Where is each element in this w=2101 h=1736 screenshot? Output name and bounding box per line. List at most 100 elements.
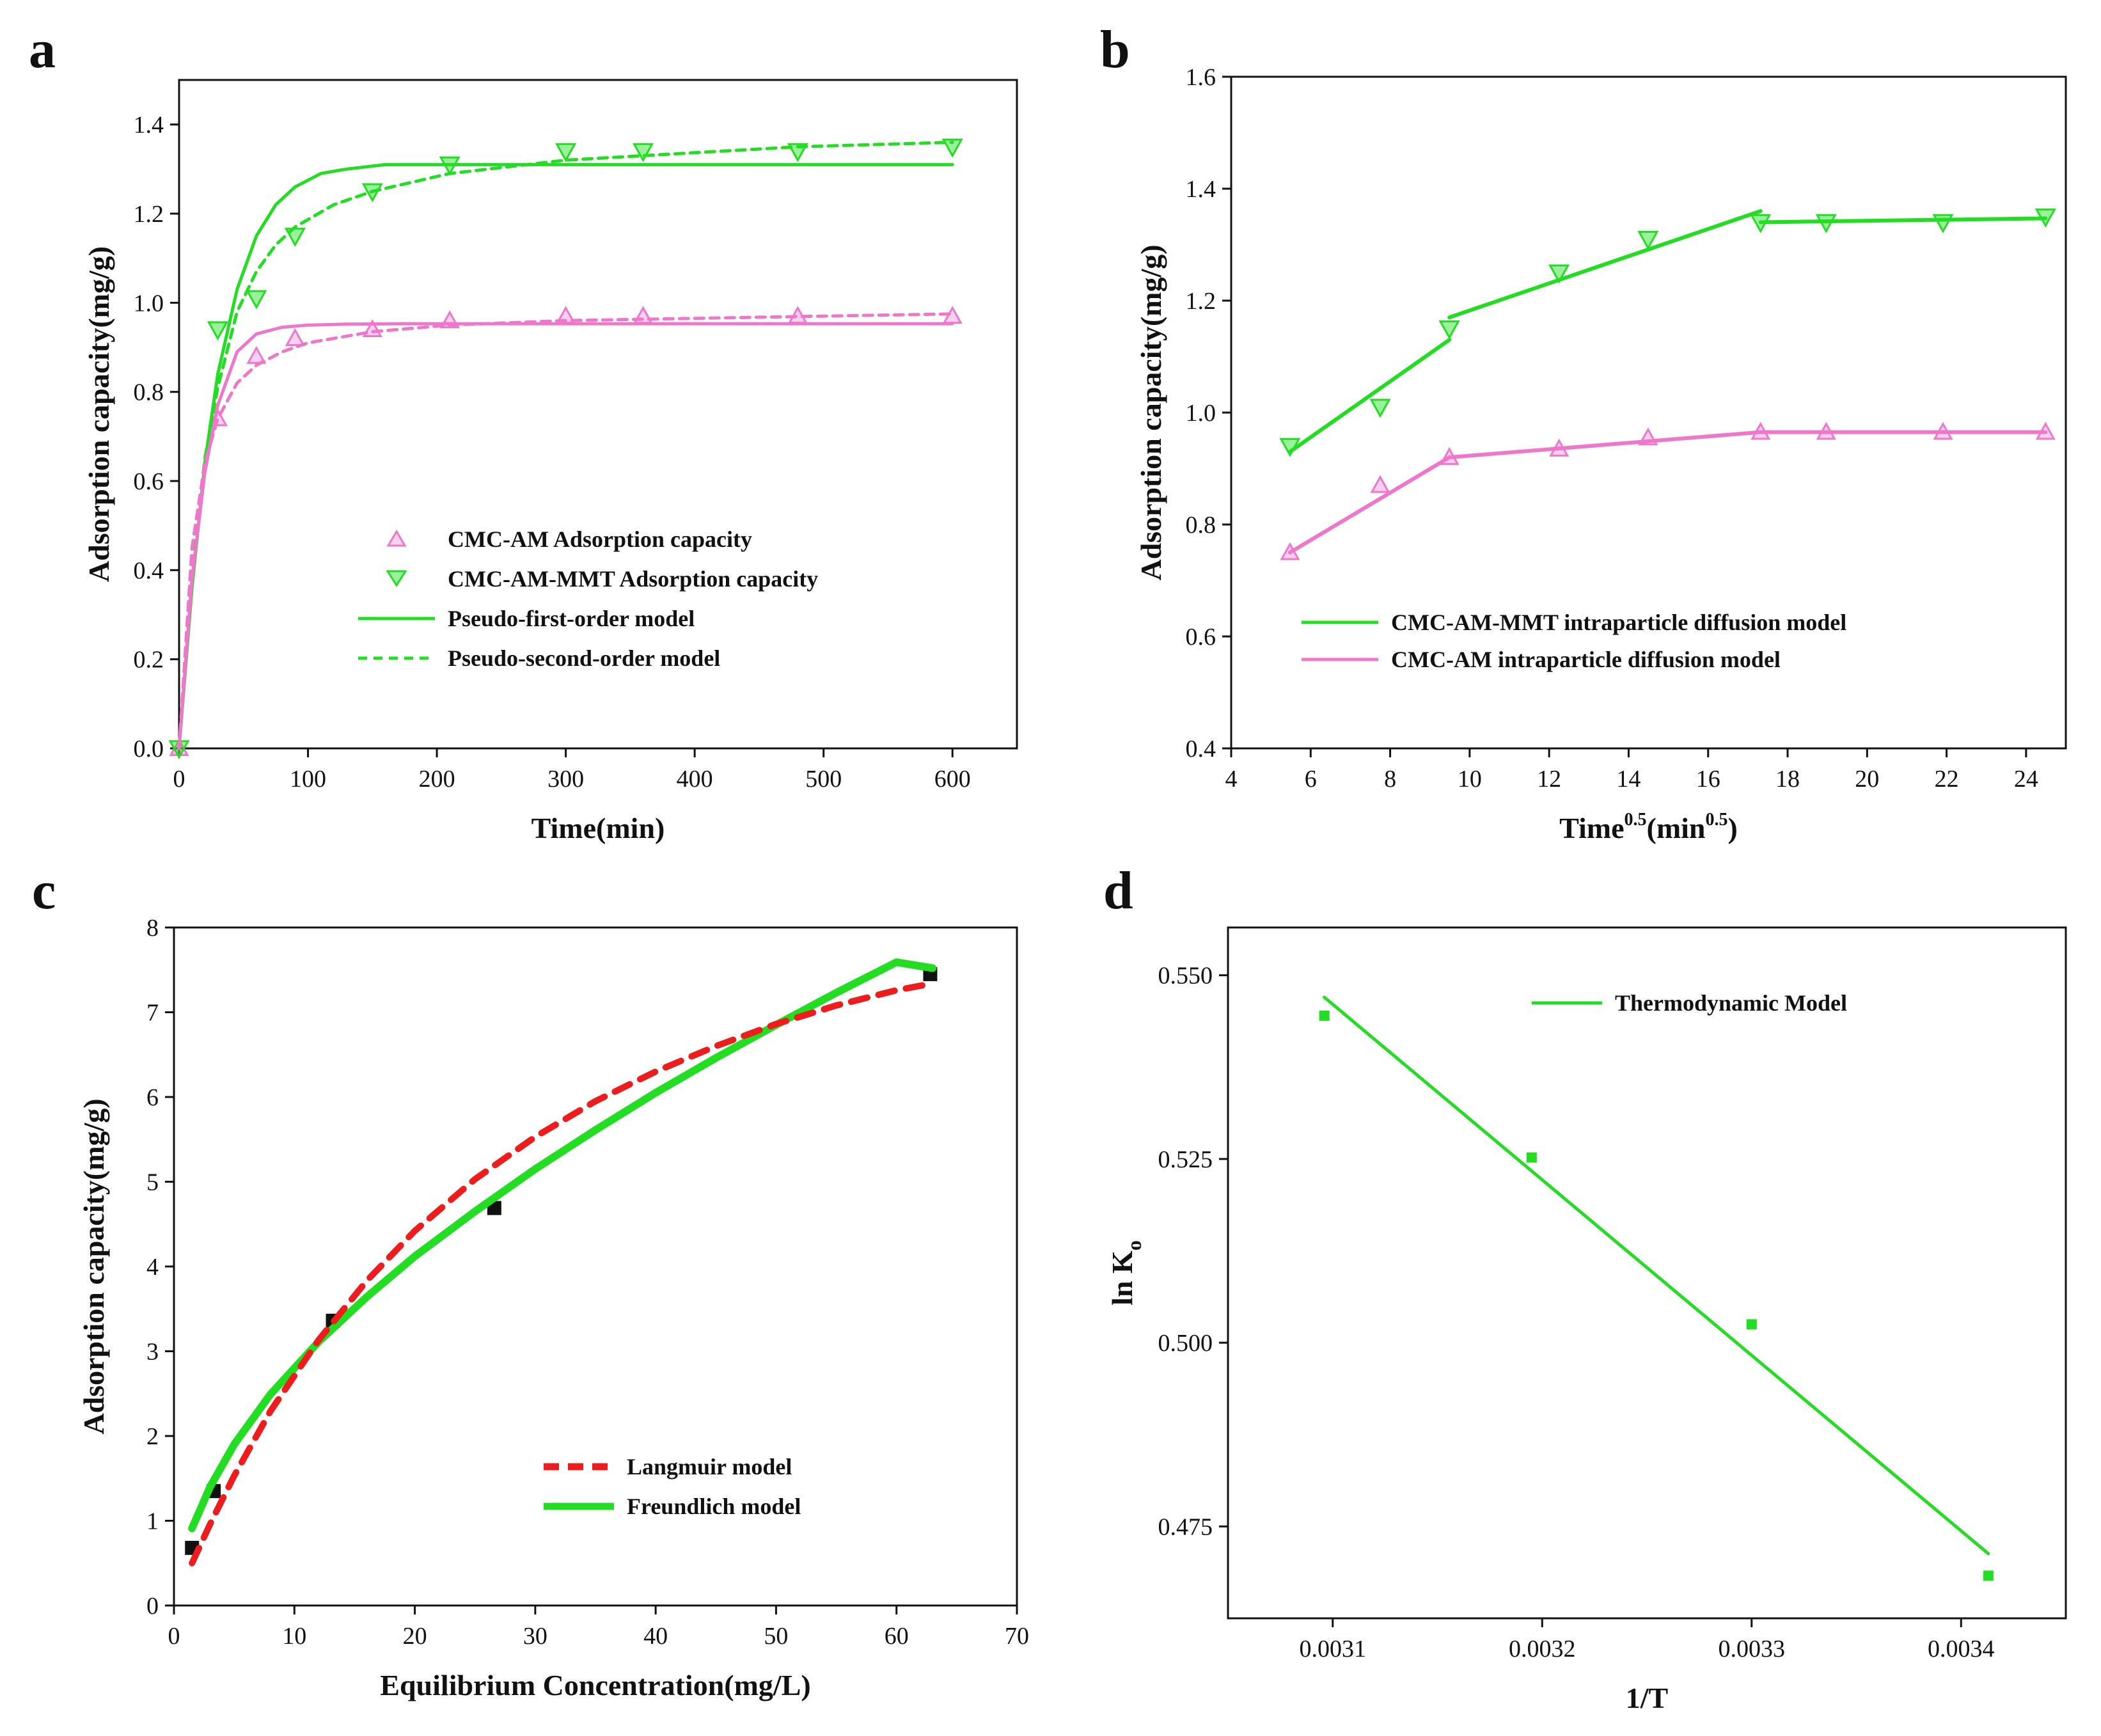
- y-tick-label: 1.4: [1186, 176, 1216, 203]
- plot-frame: [178, 79, 1018, 750]
- legend: CMC-AM-MMT intraparticle diffusion model…: [1302, 610, 1846, 672]
- x-tick-label: 24: [2014, 766, 2038, 793]
- series-1: [1323, 995, 1990, 1556]
- y-tick-label: 0.4: [134, 557, 164, 584]
- legend-label: CMC-AM intraparticle diffusion model: [1391, 647, 1781, 672]
- y-tick-label: 1.0: [134, 290, 164, 317]
- y-tick-label: 1: [146, 1508, 159, 1535]
- x-tick-label: 12: [1537, 766, 1561, 793]
- legend: Thermodynamic Model: [1532, 990, 1847, 1016]
- panel-d: d 0.0031 0.0032 0.0033 0.0034 0.475 0.500 0.525…: [1103, 861, 2067, 1714]
- data-point: [1637, 231, 1659, 250]
- x-tick-label: 16: [1696, 766, 1720, 793]
- panel-b: b 4 6 8 10 12 14 16 18 20 22 24 0.4 0.6 0.8 1.0 1.2 1.4 1.…: [1100, 20, 2067, 844]
- panel-letter: b: [1100, 20, 1130, 79]
- y-tick-label: 0.6: [1186, 624, 1216, 651]
- y-tick-label: 0.550: [1158, 963, 1213, 990]
- x-axis-label-part: 0.5: [1706, 810, 1728, 830]
- x-tick-label: 0.0031: [1300, 1636, 1367, 1662]
- data-point: [1983, 1570, 1994, 1581]
- x-tick-label: 0.0034: [1928, 1636, 1995, 1662]
- panel-letter: c: [32, 861, 56, 920]
- x-tick-label: 0: [173, 766, 185, 793]
- series-3: [177, 141, 954, 750]
- series-0: [1319, 1010, 1994, 1581]
- y-axis-label-main: ln K: [1106, 1251, 1138, 1306]
- y-tick-label: 2: [146, 1423, 159, 1450]
- panel-a: a 0 100 200 300 400 500 600 0.0 0.2 0.4 0.6 0.8 1.0 1.…: [29, 20, 1018, 844]
- legend-label: CMC-AM-MMT intraparticle diffusion model: [1391, 610, 1846, 635]
- y-tick-label: 0.4: [1186, 736, 1216, 762]
- x-tick-label: 6: [1305, 766, 1317, 793]
- data-point: [941, 138, 963, 158]
- x-axis-label-part: (min: [1647, 812, 1706, 844]
- x-axis-label: 1/T: [1626, 1682, 1668, 1714]
- x-axis-label-part: 0.5: [1625, 810, 1647, 830]
- series-line: [1323, 995, 1990, 1556]
- data-point: [1548, 264, 1570, 284]
- fit-segment: [1287, 455, 1452, 555]
- fit-segment: [1758, 216, 2048, 225]
- fit-segment: [1287, 338, 1452, 454]
- fit-segment: [1447, 430, 1763, 459]
- series-line: [177, 141, 954, 750]
- y-axis-label: Adsorption capacity(mg/g): [83, 246, 115, 582]
- x-tick-label: 70: [1005, 1623, 1029, 1650]
- x-tick-label: 0: [168, 1623, 180, 1650]
- x-axis-label-part: Time: [1559, 812, 1624, 844]
- legend-label: Langmuir model: [627, 1454, 792, 1480]
- y-tick-label: 5: [146, 1169, 159, 1196]
- data-point: [285, 327, 305, 346]
- y-tick-label: 8: [146, 915, 159, 942]
- x-tick-label: 400: [677, 766, 713, 793]
- y-tick-label: 1.4: [134, 112, 164, 139]
- legend-label: Pseudo-first-order model: [448, 606, 695, 631]
- y-tick-label: 7: [146, 1000, 159, 1027]
- x-tick-label: 600: [934, 766, 971, 793]
- data-point: [246, 345, 267, 364]
- x-tick-label: 20: [403, 1623, 427, 1650]
- x-axis-label-part: ): [1728, 812, 1738, 844]
- y-tick-label: 0.6: [134, 468, 164, 495]
- x-tick-label: 300: [547, 766, 584, 793]
- panel-letter: d: [1103, 861, 1133, 920]
- x-tick-label: 10: [1458, 766, 1482, 793]
- data-point: [1746, 1319, 1757, 1330]
- x-tick-label: 10: [282, 1623, 306, 1650]
- x-tick-label: 30: [523, 1623, 547, 1650]
- x-tick-label: 0.0032: [1509, 1636, 1576, 1662]
- y-tick-label: 3: [146, 1339, 159, 1366]
- x-tick-label: 14: [1616, 766, 1641, 793]
- y-tick-label: 0.525: [1158, 1146, 1213, 1173]
- data-point: [555, 143, 577, 162]
- x-axis-label: Time(min): [531, 812, 665, 844]
- y-axis-label-sub: o: [1122, 1240, 1145, 1251]
- x-tick-label: 50: [764, 1623, 788, 1650]
- legend-label: CMC-AM Adsorption capacity: [448, 526, 752, 552]
- data-point: [246, 290, 267, 310]
- y-tick-label: 1.2: [1186, 288, 1216, 315]
- legend: CMC-AM Adsorption capacity CMC-AM-MMT Ads…: [358, 526, 818, 671]
- y-tick-label: 0.500: [1158, 1330, 1213, 1357]
- legend: Langmuir model Freundlich model: [544, 1454, 801, 1519]
- series-3: [1287, 430, 2048, 555]
- series-line: [189, 980, 936, 1566]
- legend-label: Thermodynamic Model: [1615, 990, 1847, 1016]
- fit-segment: [1447, 209, 1763, 320]
- x-tick-label: 0.0033: [1719, 1636, 1786, 1662]
- legend-marker: [386, 530, 407, 547]
- y-tick-label: 0.0: [134, 736, 164, 762]
- y-tick-label: 0.8: [1186, 512, 1216, 539]
- series-2: [189, 980, 936, 1566]
- panel-c: c 0 10 20 30 40 50 60 70 0 1 2 3 4 5 6 7 8 Equilibrium Con…: [32, 861, 1029, 1701]
- data-point: [1526, 1152, 1537, 1163]
- panel-letter: a: [29, 20, 56, 79]
- y-tick-label: 0.2: [134, 647, 164, 674]
- x-tick-label: 22: [1935, 766, 1959, 793]
- x-tick-label: 8: [1384, 766, 1396, 793]
- series-0: [1279, 209, 2056, 457]
- y-axis-label-main: Adsorption capacity(mg/g): [77, 1098, 110, 1434]
- x-tick-label: 60: [885, 1623, 909, 1650]
- legend-label: CMC-AM-MMT Adsorption capacity: [448, 566, 818, 592]
